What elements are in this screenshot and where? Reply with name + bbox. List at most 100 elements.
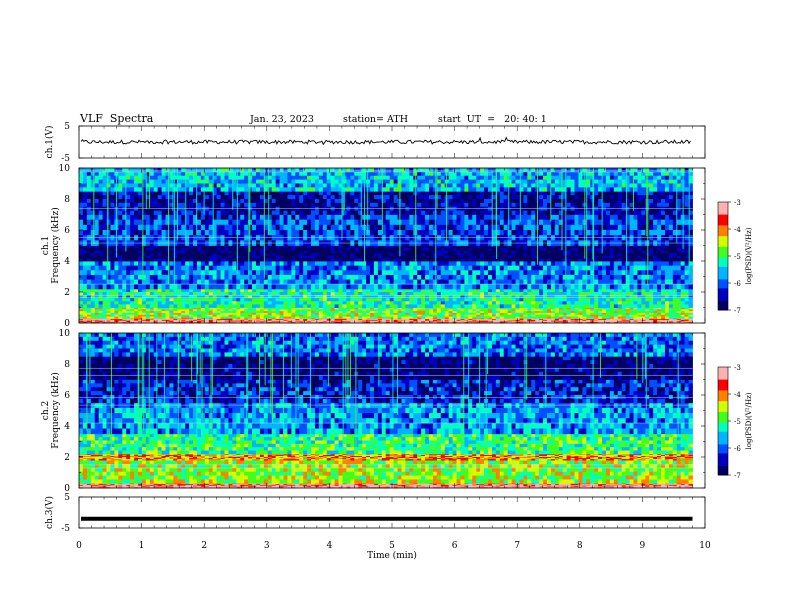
spectrogram-cell: [185, 292, 190, 296]
spectrogram-cell: [649, 261, 654, 267]
spectrogram-cell: [153, 298, 159, 302]
spectrogram-cell: [342, 250, 347, 254]
spectrogram-cell: [338, 295, 343, 299]
spectrogram-cell: [543, 265, 548, 271]
spectrogram-cell: [672, 279, 678, 285]
spectrogram-cell: [346, 253, 351, 257]
spectrogram-cell: [617, 248, 623, 252]
spectrogram-cell: [440, 253, 446, 257]
spectrogram-cell: [98, 274, 103, 280]
spectrogram-cell: [476, 319, 481, 321]
spectrogram-cell: [287, 253, 292, 257]
spectrogram-cell: [283, 314, 288, 317]
spectrogram-cell: [130, 307, 135, 310]
spectrogram-cell: [350, 311, 355, 314]
spectrogram-cell: [299, 311, 304, 314]
spectrogram-cell: [271, 321, 277, 323]
spectrogram-cell: [314, 314, 320, 317]
spectrogram-cell: [546, 253, 552, 257]
spectrogram-cell: [248, 279, 253, 285]
spectrogram-cell: [216, 284, 221, 290]
spectrogram-cell: [432, 258, 438, 262]
spectrogram-cell: [668, 321, 674, 323]
spectrogram-cell: [157, 304, 162, 308]
spectrogram-cell: [661, 312, 666, 316]
spectrogram-cell: [279, 214, 284, 221]
spectrogram-cell: [118, 301, 123, 305]
spectrogram-cell: [582, 304, 587, 308]
spectrogram-cell: [236, 319, 241, 322]
spectrogram-cell: [354, 295, 359, 299]
spectrogram-cell: [177, 314, 182, 317]
spectrogram-cell: [641, 284, 646, 290]
spectrogram-cell: [385, 307, 391, 310]
spectrogram-cell: [598, 265, 603, 271]
spectrogram-cell: [189, 320, 194, 322]
spectrogram-cell: [196, 307, 202, 310]
spectrogram-cell: [295, 292, 300, 296]
spectrogram-cell: [122, 312, 127, 316]
spectrogram-cell: [452, 214, 457, 221]
spectrogram-cell: [346, 292, 351, 296]
spectrogram-cell: [165, 292, 170, 296]
spectrogram-cell: [291, 314, 296, 317]
spectrogram-cell: [558, 274, 564, 280]
spectrogram-cell: [114, 292, 119, 296]
spectrogram-cell: [539, 301, 544, 305]
spectrogram-cell: [244, 321, 249, 323]
spectrogram-cell: [196, 304, 202, 308]
spectrogram-cell: [244, 316, 249, 319]
spectrogram-cell: [554, 298, 560, 302]
spectrogram-cell: [137, 270, 143, 276]
spectrogram-cell: [342, 295, 347, 299]
spectrogram-cell: [637, 319, 642, 322]
spectrogram-cell: [480, 304, 485, 308]
spectrogram-cell: [102, 304, 107, 308]
spectrogram-cell: [566, 292, 571, 296]
spectrogram-cell: [629, 312, 634, 316]
spectrogram-cell: [236, 245, 241, 249]
spectrogram-cell: [200, 311, 206, 314]
spectrogram-cell: [401, 309, 406, 312]
spectrogram-cell: [283, 250, 288, 254]
spectrogram-cell: [484, 245, 489, 249]
spectrogram-cell: [291, 304, 296, 308]
spectrogram-cell: [204, 265, 210, 271]
spectrogram-cell: [98, 312, 103, 316]
spectrogram-cell: [252, 298, 257, 302]
spectrogram-cell: [169, 292, 174, 296]
spectrogram-cell: [464, 316, 469, 319]
spectrogram-cell: [244, 319, 249, 321]
spectrogram-cell: [491, 318, 497, 320]
spectrogram-cell: [464, 319, 469, 321]
spectrogram-cell: [98, 301, 103, 305]
spectrogram-cell: [338, 292, 343, 296]
spectrogram-cell: [688, 314, 693, 317]
spectrogram-cell: [405, 319, 410, 322]
spectrogram-cell: [421, 250, 426, 254]
spectrogram-cell: [110, 319, 115, 322]
spectrogram-cell: [684, 319, 689, 321]
spectrogram-cell: [287, 311, 292, 314]
spectrogram-cell: [507, 311, 512, 314]
spectrogram-cell: [330, 245, 336, 249]
spectrogram-cell: [425, 274, 430, 280]
spectrogram-cell: [79, 321, 84, 323]
spectrogram-cell: [421, 295, 426, 299]
spectrogram-cell: [307, 311, 312, 314]
spectrogram-cell: [432, 265, 438, 271]
spectrogram-cell: [200, 318, 206, 320]
spectrogram-cell: [137, 245, 143, 249]
spectrogram-cell: [629, 318, 634, 320]
spectrogram-cell: [189, 279, 194, 285]
spectrogram-cell: [452, 258, 457, 262]
spectrogram-cell: [519, 320, 524, 322]
spectrogram-cell: [134, 258, 139, 262]
spectrogram-cell: [664, 279, 670, 285]
spectrogram-cell: [291, 320, 296, 322]
spectrogram-cell: [287, 258, 292, 262]
spectrogram-cell: [149, 253, 155, 257]
spectrogram-cell: [511, 270, 516, 276]
spectrogram-cell: [409, 298, 414, 302]
spectrogram-cell: [196, 274, 202, 280]
